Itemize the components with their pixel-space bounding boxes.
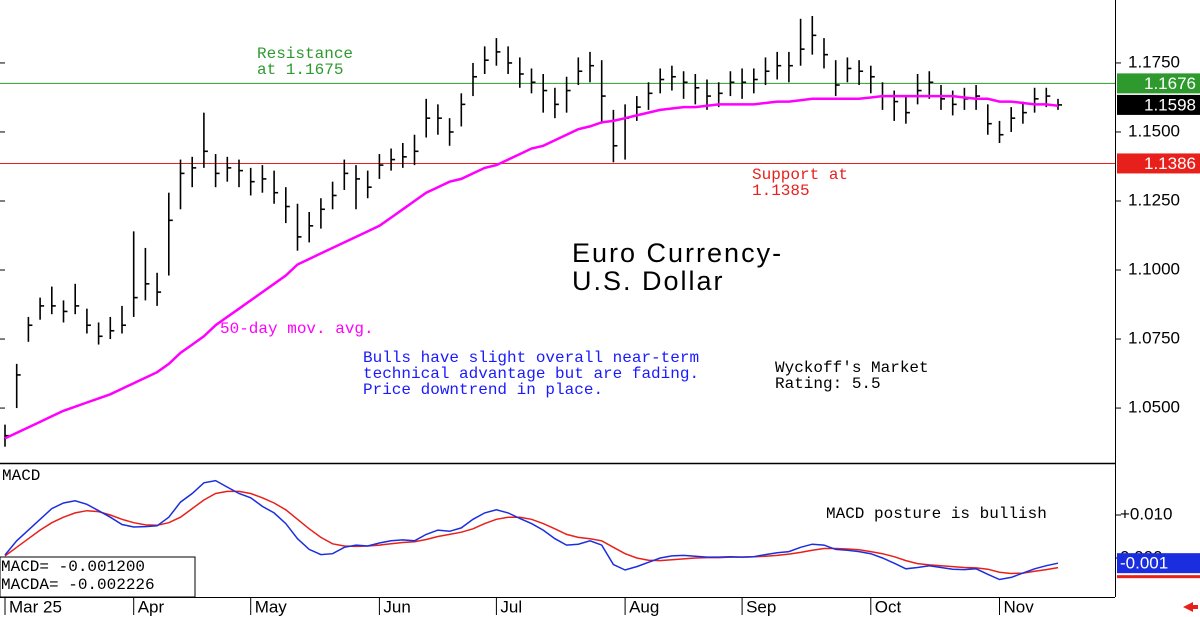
macd-tag-strip bbox=[1117, 575, 1200, 579]
macd-readout: MACD= -0.001200 bbox=[1, 558, 145, 576]
annotation: Support at bbox=[752, 166, 848, 184]
annotation: Resistance bbox=[257, 45, 353, 63]
y-tick-label: 1.1250 bbox=[1128, 190, 1180, 209]
annotation: Rating: 5.5 bbox=[775, 375, 881, 393]
level-tag bbox=[1117, 153, 1200, 174]
moving-average bbox=[4, 94, 1059, 440]
last-price-label: 1.1598 bbox=[1144, 95, 1196, 114]
last-price-tag bbox=[1117, 94, 1200, 115]
level-tag-label: 1.1676 bbox=[1144, 74, 1196, 93]
x-tick-label: Aug bbox=[629, 597, 659, 616]
readout-box bbox=[0, 556, 196, 598]
x-tick-label: Nov bbox=[1004, 597, 1035, 616]
annotation: Price downtrend in place. bbox=[363, 381, 603, 399]
y-tick-label: 1.1000 bbox=[1128, 259, 1180, 278]
macd-title: MACD bbox=[2, 467, 40, 485]
y-tick-label: 1.1750 bbox=[1128, 52, 1180, 71]
annotation: at 1.1675 bbox=[257, 61, 343, 79]
macd-line bbox=[4, 479, 1059, 581]
x-tick-label: May bbox=[255, 597, 288, 616]
y-tick-label: 1.0500 bbox=[1128, 398, 1180, 417]
annotation: Bulls have slight overall near-term bbox=[363, 349, 699, 367]
x-tick-label: Oct bbox=[875, 597, 902, 616]
x-tick-label: Jun bbox=[383, 597, 410, 616]
macd-tag bbox=[1117, 553, 1200, 574]
macd-readout: MACDA= -0.002226 bbox=[1, 576, 155, 594]
x-tick-label: Sep bbox=[746, 597, 776, 616]
x-tick-label: Mar 25 bbox=[9, 597, 62, 616]
level-tag bbox=[1117, 73, 1200, 94]
level-tag-label: 1.1386 bbox=[1144, 154, 1196, 173]
macd-line bbox=[4, 490, 1059, 575]
annotation: Wyckoff's Market bbox=[775, 359, 929, 377]
annotation: 1.1385 bbox=[752, 182, 810, 200]
macd-tag-label: -0.001 bbox=[1120, 554, 1168, 573]
annotation: technical advantage but are fading. bbox=[363, 365, 699, 383]
nav-arrow bbox=[1183, 602, 1198, 612]
y-tick-label: 1.0750 bbox=[1128, 329, 1180, 348]
macd-annotation: MACD posture is bullish bbox=[826, 505, 1047, 523]
y-tick-label: 1.1500 bbox=[1128, 121, 1180, 140]
annotation: 50-day mov. avg. bbox=[220, 320, 374, 338]
chart-title: Euro Currency- bbox=[572, 238, 783, 268]
x-tick-label: Jul bbox=[500, 597, 522, 616]
x-tick-label: Apr bbox=[138, 597, 165, 616]
chart-title: U.S. Dollar bbox=[572, 266, 725, 296]
macd-y-tick-label: +0.010 bbox=[1120, 504, 1172, 523]
